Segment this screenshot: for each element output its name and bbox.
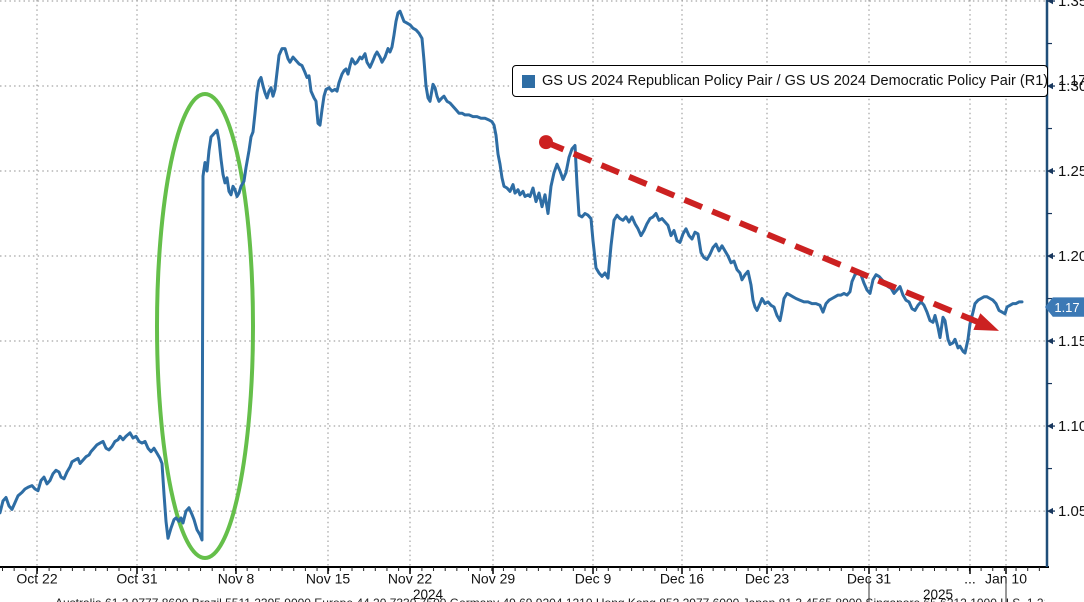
x-axis-date-label: ... [964, 571, 976, 587]
x-axis-date-label: Dec 23 [745, 571, 790, 587]
price-line [0, 9, 1024, 542]
x-axis-date-label: Nov 22 [388, 571, 433, 587]
y-axis-label: 1.05 [1058, 503, 1084, 520]
legend-last-value: 1.17 [1058, 73, 1084, 89]
last-price-badge: 1.17 [1045, 297, 1084, 317]
y-axis-label: 1.20 [1058, 248, 1084, 265]
y-axis-label: 1.35 [1058, 0, 1084, 10]
x-axis-date-label: Dec 16 [660, 571, 705, 587]
x-axis-date-label: Oct 31 [116, 571, 157, 587]
downtrend-arrowhead-icon [973, 313, 999, 331]
y-axis-label: 1.25 [1058, 163, 1084, 180]
y-axis-label: 1.15 [1058, 333, 1084, 350]
footer-contact-line: Australia 61 2 9777 8600 Brazil 5511 239… [55, 596, 1045, 602]
y-axis-label: 1.30 [1058, 78, 1084, 95]
x-axis-date-label: Dec 9 [575, 571, 612, 587]
year-label: 2025 [923, 587, 953, 602]
election-spike-ellipse-annotation [155, 92, 255, 560]
legend-box[interactable]: GS US 2024 Republican Policy Pair / GS U… [512, 65, 1084, 97]
downtrend-arrow-start-dot [539, 135, 553, 150]
legend-series-label: GS US 2024 Republican Policy Pair / GS U… [542, 73, 1049, 89]
y-axis-label: 1.10 [1058, 418, 1084, 435]
x-axis-date-label: Nov 29 [471, 571, 516, 587]
year-label: 2024 [413, 587, 444, 602]
x-axis-date-label: Oct 22 [16, 571, 57, 587]
x-axis-date-label: Nov 15 [306, 571, 351, 587]
downtrend-arrow-line [544, 139, 982, 326]
legend-series-marker-icon [522, 74, 535, 88]
x-axis-date-label: Nov 8 [218, 571, 255, 587]
